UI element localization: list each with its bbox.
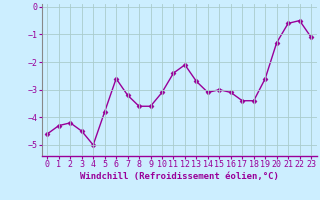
- X-axis label: Windchill (Refroidissement éolien,°C): Windchill (Refroidissement éolien,°C): [80, 172, 279, 181]
